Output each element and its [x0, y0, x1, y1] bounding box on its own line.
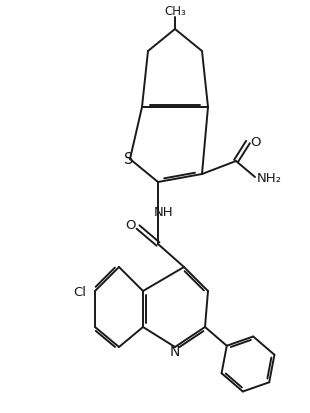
Text: N: N [170, 344, 180, 358]
Text: Cl: Cl [73, 285, 86, 298]
Text: O: O [250, 136, 260, 149]
Text: S: S [124, 151, 134, 166]
Text: NH₂: NH₂ [256, 171, 281, 184]
Text: CH₃: CH₃ [164, 5, 186, 17]
Text: O: O [125, 219, 135, 232]
Text: NH: NH [154, 205, 174, 218]
